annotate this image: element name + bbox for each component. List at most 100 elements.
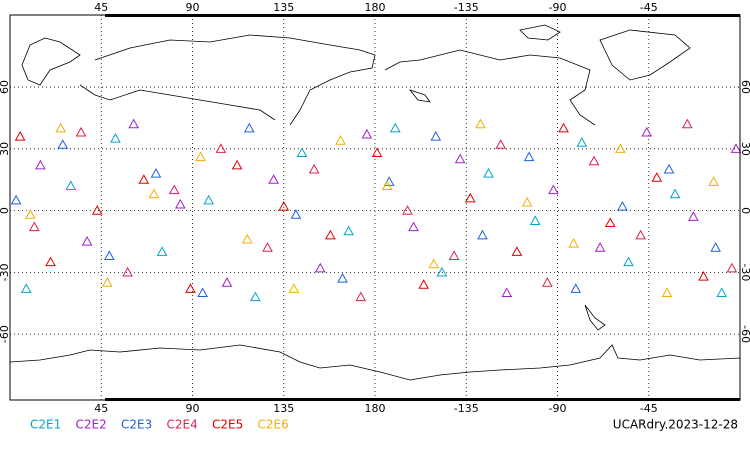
occultation-marker <box>495 139 507 149</box>
occultation-marker <box>355 291 367 302</box>
occultation-marker <box>558 122 569 133</box>
occultation-marker <box>128 118 140 129</box>
occultation-marker <box>568 237 580 248</box>
occultation-marker <box>57 139 69 149</box>
occultation-marker <box>28 221 40 232</box>
occultation-marker <box>617 200 628 211</box>
occultation-marker <box>408 221 419 232</box>
occultation-marker <box>651 172 663 182</box>
occultation-marker <box>615 143 626 153</box>
occultation-marker <box>138 174 150 184</box>
occultation-marker <box>101 277 113 287</box>
occultation-marker <box>548 184 559 195</box>
occultation-marker <box>361 128 373 139</box>
x-tick-label-bottom: 90 <box>186 402 200 415</box>
occultation-marker <box>477 229 488 240</box>
legend-entry: C2E5 <box>212 418 243 432</box>
occultation-marker <box>335 135 346 145</box>
occultation-marker <box>308 163 320 174</box>
occultation-marker <box>288 283 300 293</box>
occultation-marker <box>268 174 279 184</box>
x-tick-label-top: 45 <box>94 1 108 14</box>
occultation-marker <box>75 126 87 137</box>
x-tick-label-top: -90 <box>549 1 567 14</box>
occultation-marker <box>641 126 653 137</box>
occultation-marker <box>296 147 308 158</box>
y-tick-label-left: 30 <box>0 142 11 156</box>
legend-entry: C2E2 <box>76 418 107 432</box>
occultation-marker <box>436 266 448 277</box>
occultation-marker <box>343 225 354 236</box>
occultation-marker <box>314 262 326 273</box>
occultation-marker <box>203 194 215 205</box>
y-tick-label-left: -60 <box>0 325 11 343</box>
y-tick-label-right: 60 <box>739 80 750 94</box>
occultation-marker <box>35 159 46 170</box>
date-label: UCARdry.2023-12-28 <box>613 418 738 432</box>
occultation-marker <box>663 163 675 174</box>
occultation-marker <box>24 209 36 219</box>
occultation-marker <box>231 159 243 170</box>
y-tick-label-right: -30 <box>739 263 750 281</box>
occultation-marker <box>45 256 56 267</box>
occultation-marker <box>185 283 196 293</box>
occultation-marker <box>91 205 103 215</box>
occultation-marker <box>430 130 442 141</box>
y-tick-label-right: 30 <box>739 142 750 156</box>
occultation-marker <box>402 205 413 215</box>
occultation-marker <box>81 235 93 246</box>
occultation-marker <box>104 250 115 260</box>
x-tick-label-top: 90 <box>186 1 200 14</box>
occultation-marker <box>483 167 494 178</box>
x-tick-label-bottom: -45 <box>640 402 658 415</box>
occultation-marker <box>241 233 253 244</box>
occultation-marker <box>337 272 348 283</box>
occultation-marker <box>594 242 606 252</box>
occultation-marker <box>250 291 261 302</box>
x-tick-label-bottom: -90 <box>549 402 567 415</box>
occultation-marker <box>168 184 180 195</box>
y-tick-label-left: -30 <box>0 263 11 281</box>
occultation-marker <box>698 270 709 281</box>
occultation-marker <box>454 153 466 164</box>
occultation-marker <box>623 256 634 267</box>
x-tick-label-bottom: -135 <box>454 402 479 415</box>
occultation-marker <box>501 287 513 298</box>
occultation-marker <box>726 262 738 273</box>
legend: C2E1 C2E2 C2E3 C2E4 C2E5 C2E6 <box>30 418 289 432</box>
occultation-marker <box>521 196 533 207</box>
occultation-marker <box>371 147 383 158</box>
occultation-marker <box>448 250 460 260</box>
occultation-marker <box>174 198 186 209</box>
occultation-marker <box>381 180 393 190</box>
marks <box>10 15 742 400</box>
occultation-marker <box>511 246 523 256</box>
occultation-marker <box>156 246 168 256</box>
occultation-marker <box>716 287 728 298</box>
occultation-marker <box>65 180 77 190</box>
x-tick-label-top: 180 <box>365 1 386 14</box>
occultation-marker <box>325 229 336 240</box>
occultation-marker <box>278 200 290 211</box>
x-tick-label-bottom: 180 <box>365 402 386 415</box>
occultation-marker <box>730 143 742 153</box>
occultation-marker <box>418 279 430 289</box>
occultation-marker <box>681 118 693 129</box>
occultation-marker <box>576 137 588 147</box>
occultation-marker <box>635 229 646 240</box>
legend-entry: C2E4 <box>167 418 198 432</box>
x-tick-label-top: -135 <box>454 1 479 14</box>
occultation-marker <box>215 143 227 153</box>
occultation-marker <box>55 122 67 133</box>
occultation-marker <box>197 287 208 298</box>
occultation-marker <box>710 242 722 252</box>
occultation-marker <box>570 283 582 293</box>
x-tick-label-bottom: 45 <box>94 402 108 415</box>
occultation-marker <box>529 215 541 225</box>
occultation-marker <box>523 151 535 162</box>
occultation-marker <box>708 176 719 186</box>
x-tick-label-bottom: 135 <box>273 402 294 415</box>
occultation-marker <box>195 151 206 162</box>
y-tick-label-left: 60 <box>0 80 11 94</box>
y-tick-label-right: -60 <box>739 325 750 343</box>
